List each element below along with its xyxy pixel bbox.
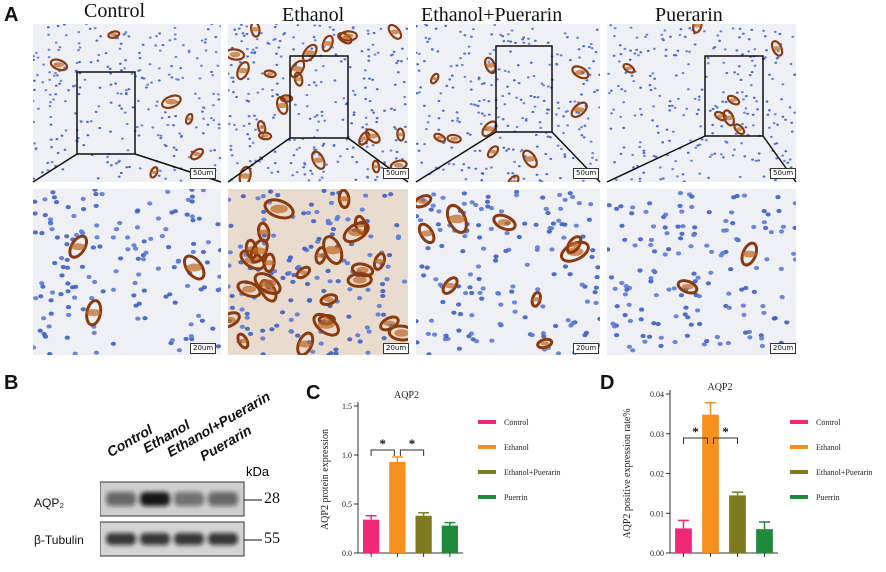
legend-label: Ethanol bbox=[504, 443, 530, 452]
band-tubulin bbox=[140, 533, 170, 545]
y-tick-label: 0.0 bbox=[342, 549, 352, 558]
chart-title: AQP2 bbox=[394, 390, 419, 401]
column-title-ethanol-puerarin: Ethanol+Puerarin bbox=[421, 4, 563, 26]
column-title-control: Control bbox=[84, 0, 146, 22]
y-tick-label: 0.01 bbox=[650, 509, 664, 518]
bar bbox=[441, 525, 459, 553]
scale-bar-label: 50um bbox=[383, 168, 410, 179]
connector-line bbox=[606, 135, 706, 183]
scale-bar-label: 50um bbox=[573, 168, 600, 179]
y-tick-label: 1.0 bbox=[342, 451, 352, 460]
blot-row-label-tubulin: β-Tubulin bbox=[34, 533, 84, 547]
legend-swatch bbox=[790, 495, 808, 499]
band-aqp2 bbox=[174, 492, 204, 506]
bar bbox=[756, 529, 773, 553]
micrograph-tile bbox=[607, 189, 796, 355]
legend-label: Control bbox=[504, 418, 529, 427]
legend-swatch bbox=[790, 420, 808, 424]
significance-bracket bbox=[370, 449, 395, 456]
bar bbox=[389, 461, 406, 553]
chart-d: AQP2 AQP2 positive expression rate% 0.00 0.… bbox=[622, 382, 873, 558]
micrograph-tile bbox=[33, 189, 221, 355]
significance-bracket bbox=[713, 437, 738, 444]
bar bbox=[729, 495, 746, 553]
significance-star: * bbox=[722, 424, 729, 439]
band-tubulin bbox=[174, 533, 204, 545]
significance-bracket bbox=[399, 449, 425, 456]
legend-label: Puerrin bbox=[504, 493, 528, 502]
scale-bar-label: 20um bbox=[190, 343, 217, 354]
legend-swatch bbox=[478, 445, 496, 449]
scale-bar-label: 50um bbox=[190, 168, 217, 179]
column-title-puerarin: Puerarin bbox=[655, 4, 723, 26]
band-aqp2 bbox=[106, 492, 136, 506]
scale-bar-label: 20um bbox=[383, 343, 410, 354]
y-tick-label: 0.03 bbox=[650, 430, 664, 439]
panel-a-letter: A bbox=[4, 4, 19, 26]
legend-label: Ethanol bbox=[816, 443, 842, 452]
micrograph-tile bbox=[228, 24, 408, 182]
blot-row-label-aqp2: AQP₂ bbox=[34, 496, 64, 510]
panel-b-letter: B bbox=[4, 372, 19, 394]
panel-c-letter: C bbox=[306, 382, 321, 404]
micrograph-tile bbox=[228, 189, 408, 355]
micrograph-tile bbox=[416, 189, 600, 355]
column-title-ethanol: Ethanol bbox=[282, 4, 345, 26]
y-tick-label: 0.5 bbox=[342, 500, 352, 509]
y-axis-label: AQP2 positive expression rate% bbox=[622, 408, 633, 538]
legend-swatch bbox=[478, 495, 496, 499]
band-aqp2 bbox=[140, 492, 170, 506]
connector-line bbox=[415, 131, 497, 183]
y-tick-label: 0.02 bbox=[650, 470, 664, 479]
mw-label-28: 28 bbox=[264, 490, 280, 507]
legend-swatch bbox=[478, 470, 496, 474]
western-blot bbox=[100, 481, 262, 557]
legend-label: Control bbox=[816, 418, 841, 427]
significance-star: * bbox=[692, 424, 699, 439]
band-tubulin bbox=[106, 533, 136, 545]
legend-label: Ethanol+Puerarin bbox=[816, 468, 873, 477]
zoom-connectors bbox=[32, 45, 797, 183]
legend-swatch bbox=[790, 445, 808, 449]
micrograph-tile bbox=[607, 24, 796, 182]
band-aqp2 bbox=[208, 492, 238, 506]
bar bbox=[415, 515, 432, 553]
kda-label: kDa bbox=[246, 464, 270, 479]
legend-label: Ethanol+Puerarin bbox=[504, 468, 561, 477]
band-tubulin bbox=[208, 533, 238, 545]
connector-line bbox=[227, 137, 291, 183]
scale-bar-label: 20um bbox=[573, 343, 600, 354]
inset-box-puerarin bbox=[704, 55, 764, 137]
inset-box-control bbox=[76, 71, 136, 155]
y-tick-label: 0.04 bbox=[650, 390, 664, 399]
y-axis-label: AQP2 protein expression bbox=[320, 429, 331, 530]
inset-box-ethanol bbox=[289, 55, 349, 139]
bar bbox=[702, 414, 719, 553]
connector-line bbox=[32, 153, 78, 183]
micrograph-tile bbox=[33, 24, 221, 182]
significance-star: * bbox=[380, 436, 387, 451]
legend-swatch bbox=[790, 470, 808, 474]
chart-c: AQP2 AQP2 protein expression 0.0 0.5 1.0 1.5 *… bbox=[320, 390, 561, 558]
panel-d-letter: D bbox=[600, 372, 615, 394]
bar bbox=[675, 528, 692, 553]
scale-bar-label: 50um bbox=[770, 168, 797, 179]
significance-bracket bbox=[683, 437, 708, 444]
legend-swatch bbox=[478, 420, 496, 424]
y-tick-label: 0.00 bbox=[650, 549, 664, 558]
y-tick-label: 1.5 bbox=[342, 402, 352, 411]
inset-box-ethanol-puerarin bbox=[495, 45, 553, 133]
mw-label-55: 55 bbox=[264, 530, 280, 547]
significance-star: * bbox=[409, 436, 416, 451]
scale-bar-label: 20um bbox=[770, 343, 797, 354]
bar bbox=[362, 519, 380, 553]
legend-label: Puerrin bbox=[816, 493, 840, 502]
micrograph-tile bbox=[416, 24, 600, 182]
chart-title: AQP2 bbox=[707, 382, 732, 393]
